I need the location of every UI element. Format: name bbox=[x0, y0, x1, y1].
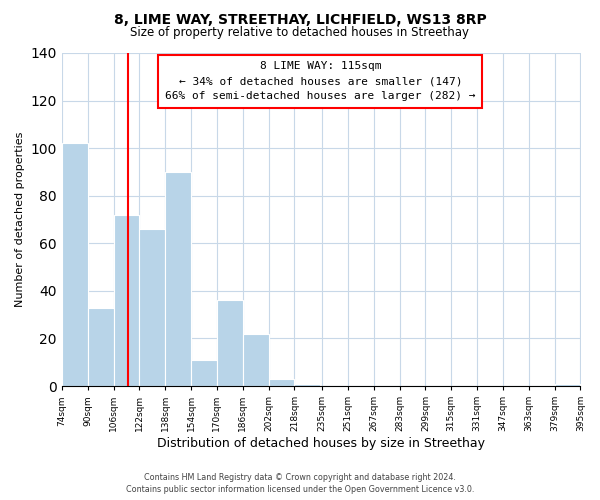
Bar bbox=[217, 300, 243, 386]
Bar bbox=[243, 334, 269, 386]
Text: Size of property relative to detached houses in Streethay: Size of property relative to detached ho… bbox=[131, 26, 470, 39]
Text: 8 LIME WAY: 115sqm
← 34% of detached houses are smaller (147)
66% of semi-detach: 8 LIME WAY: 115sqm ← 34% of detached hou… bbox=[165, 62, 476, 101]
Bar bbox=[139, 229, 165, 386]
Bar bbox=[554, 384, 580, 386]
Text: 8, LIME WAY, STREETHAY, LICHFIELD, WS13 8RP: 8, LIME WAY, STREETHAY, LICHFIELD, WS13 … bbox=[113, 12, 487, 26]
Bar bbox=[191, 360, 217, 386]
Bar bbox=[113, 215, 139, 386]
Bar bbox=[88, 308, 113, 386]
Y-axis label: Number of detached properties: Number of detached properties bbox=[15, 132, 25, 307]
Bar bbox=[295, 384, 320, 386]
Bar bbox=[62, 144, 88, 386]
Text: Contains HM Land Registry data © Crown copyright and database right 2024.
Contai: Contains HM Land Registry data © Crown c… bbox=[126, 472, 474, 494]
Bar bbox=[269, 379, 295, 386]
Bar bbox=[165, 172, 191, 386]
X-axis label: Distribution of detached houses by size in Streethay: Distribution of detached houses by size … bbox=[157, 437, 485, 450]
